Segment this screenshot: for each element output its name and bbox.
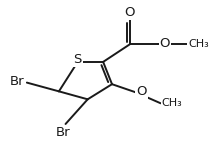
Text: CH₃: CH₃ — [162, 98, 183, 108]
Text: Br: Br — [10, 75, 25, 88]
Text: O: O — [125, 6, 135, 19]
Text: Br: Br — [56, 126, 71, 139]
Text: CH₃: CH₃ — [188, 39, 209, 49]
Text: S: S — [73, 53, 82, 66]
Text: O: O — [159, 37, 170, 50]
Text: O: O — [136, 85, 147, 98]
